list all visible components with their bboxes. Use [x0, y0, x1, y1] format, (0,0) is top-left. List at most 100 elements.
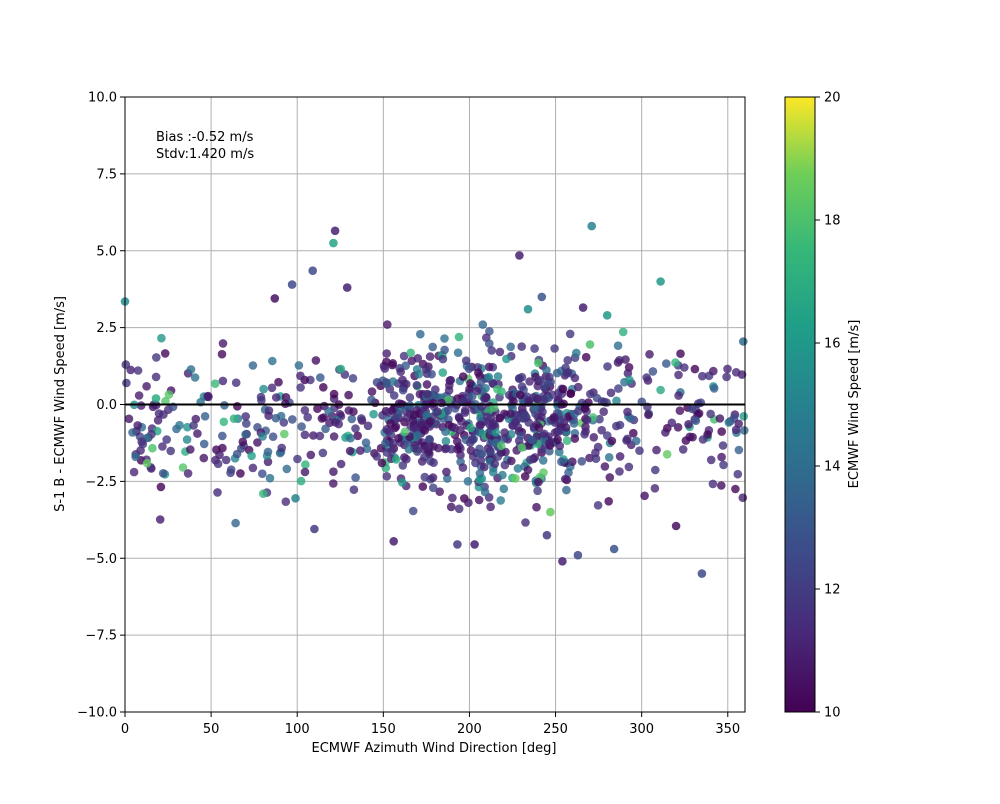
scatter-point — [329, 432, 339, 441]
scatter-point — [452, 437, 462, 446]
scatter-point — [708, 479, 718, 489]
y-tick-label: 0.0 — [96, 398, 117, 413]
scatter-point — [454, 504, 464, 514]
scatter-point — [329, 389, 339, 399]
scatter-point — [317, 414, 327, 423]
scatter-point — [256, 392, 266, 402]
scatter-point — [271, 413, 281, 423]
scatter-point — [484, 362, 494, 372]
scatter-point — [493, 372, 503, 381]
scatter-point — [738, 493, 748, 503]
scatter-point — [621, 355, 630, 364]
scatter-point — [381, 439, 390, 448]
scatter-point — [538, 456, 548, 465]
scatter-point — [164, 390, 174, 399]
scatter-point — [200, 412, 210, 421]
scatter-point — [409, 410, 419, 420]
scatter-point — [142, 382, 151, 391]
scatter-point — [443, 474, 452, 483]
scatter-point — [698, 435, 708, 444]
scatter-point — [456, 425, 465, 435]
scatter-point — [644, 410, 653, 420]
scatter-point — [388, 359, 398, 368]
scatter-point — [296, 383, 305, 392]
scatter-point — [178, 463, 188, 472]
scatter-point — [242, 419, 251, 428]
scatter-point — [329, 238, 338, 248]
scatter-point — [470, 540, 479, 549]
scatter-point — [258, 432, 267, 441]
scatter-point — [280, 429, 289, 439]
scatter-point — [495, 413, 505, 423]
scatter-point — [453, 540, 462, 549]
scatter-point — [651, 465, 660, 475]
colorbar-label: ECMWF Wind Speed [m/s] — [847, 320, 862, 489]
scatter-point — [159, 410, 168, 419]
scatter-point — [502, 354, 511, 364]
scatter-point — [652, 445, 661, 455]
scatter-point — [158, 442, 167, 451]
scatter-point — [248, 463, 258, 473]
scatter-point — [383, 320, 392, 329]
y-tick-label: −10.0 — [77, 706, 117, 721]
scatter-point — [166, 446, 175, 456]
scatter-point — [318, 448, 328, 458]
scatter-point — [626, 414, 635, 423]
scatter-point — [523, 304, 533, 314]
scatter-point — [182, 435, 192, 444]
scatter-point — [133, 366, 143, 375]
scatter-point — [520, 472, 530, 481]
scatter-point — [329, 479, 338, 488]
scatter-point — [706, 455, 716, 465]
scatter-point — [662, 359, 671, 368]
scatter-point — [624, 462, 634, 472]
y-tick-label: 2.5 — [96, 321, 117, 336]
scatter-point — [675, 406, 685, 416]
scatter-point — [231, 378, 241, 388]
scatter-point — [468, 392, 477, 401]
scatter-point — [684, 420, 693, 429]
scatter-point — [526, 455, 535, 465]
scatter-point — [570, 373, 580, 383]
scatter-point — [698, 371, 707, 381]
scatter-point — [674, 370, 683, 380]
scatter-point — [247, 451, 256, 461]
scatter-point — [427, 369, 436, 379]
scatter-point — [676, 349, 685, 359]
scatter-point — [718, 441, 728, 450]
scatter-point — [534, 358, 543, 368]
scatter-point — [300, 467, 310, 477]
scatter-point — [562, 485, 571, 495]
scatter-point — [581, 352, 591, 362]
scatter-point — [420, 452, 429, 462]
scatter-point — [499, 484, 509, 494]
scatter-point — [241, 412, 250, 421]
scatter-point — [382, 448, 392, 457]
scatter-point — [709, 384, 719, 393]
scatter-point — [642, 373, 651, 382]
scatter-point — [480, 487, 490, 497]
scatter-point — [199, 453, 209, 463]
scatter-point — [667, 418, 677, 428]
scatter-point — [623, 407, 632, 417]
scatter-point — [429, 399, 438, 408]
scatter-point — [535, 375, 545, 385]
scatter-point — [722, 372, 731, 382]
scatter-point — [398, 385, 408, 395]
scatter-point — [513, 464, 523, 473]
scatter-point — [388, 377, 398, 386]
y-axis-label: S-1 B - ECMWF Wind Speed [m/s] — [53, 296, 68, 512]
scatter-point — [533, 394, 542, 404]
scatter-point — [645, 350, 654, 359]
scatter-point — [441, 436, 451, 446]
colorbar-tick-label: 18 — [824, 214, 841, 229]
scatter-point — [498, 470, 507, 480]
scatter-point — [496, 496, 506, 505]
scatter-point — [218, 339, 228, 348]
scatter-point — [530, 403, 539, 413]
scatter-point — [346, 433, 355, 443]
scatter-point — [422, 380, 432, 389]
scatter-point — [534, 477, 543, 487]
scatter-point — [488, 421, 497, 431]
x-axis-ticks: 0 50 100 150 200 250 300 350 — [121, 712, 740, 737]
